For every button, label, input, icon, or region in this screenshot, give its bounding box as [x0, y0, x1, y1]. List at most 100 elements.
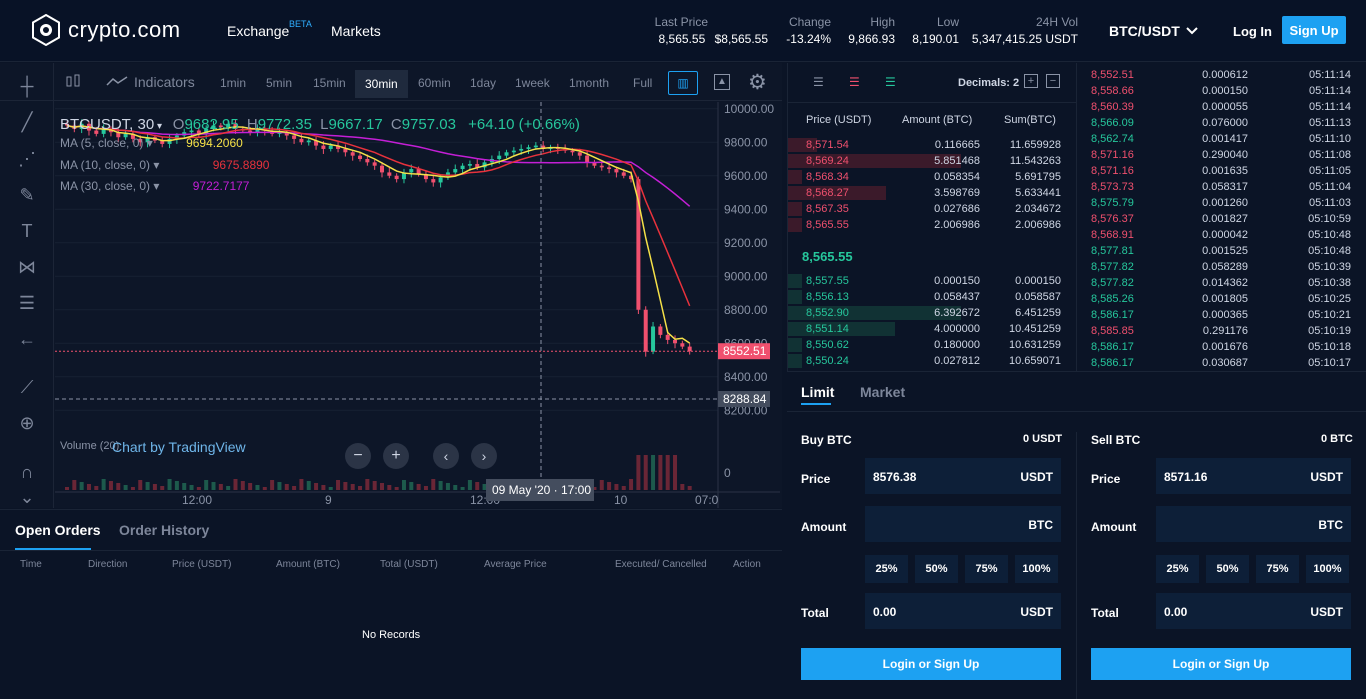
interval-30min[interactable]: 30min [355, 70, 408, 98]
trade-price: 8,573.73 [1091, 181, 1134, 193]
ask-row[interactable]: 8,565.55 2.006986 2.006986 [788, 217, 1076, 233]
bid-sum: 0.058587 [1015, 291, 1061, 303]
ma30-legend[interactable]: MA (30, close, 0) ▾ 9722.7177 [60, 179, 250, 193]
pitchfork-tool-icon[interactable]: ⋰ [18, 149, 36, 169]
sell-login-button[interactable]: Login or Sign Up [1091, 648, 1351, 680]
depth-bar [788, 138, 817, 152]
tab-limit[interactable]: Limit [801, 384, 835, 400]
bid-row[interactable]: 8,557.55 0.000150 0.000150 [788, 273, 1076, 289]
price-chart[interactable]: 10000.00 9800.00 9600.00 9400.00 9200.00 9000… [55, 102, 780, 508]
book-view-both-icon[interactable]: ☰ [813, 75, 824, 89]
magnet-tool-icon[interactable]: ∩ [20, 462, 34, 482]
bid-row[interactable]: 8,556.13 0.058437 0.058587 [788, 289, 1076, 305]
sell-price-input[interactable]: 8571.16 USDT [1156, 458, 1351, 494]
sell-pct-75-button[interactable]: 75% [1256, 555, 1299, 583]
candle-body [423, 174, 428, 180]
ask-price: 8,565.55 [806, 219, 849, 231]
volume-bar [145, 482, 150, 490]
tab-order-history[interactable]: Order History [119, 522, 210, 538]
tab-market[interactable]: Market [860, 384, 906, 400]
ask-row[interactable]: 8,568.34 0.058354 5.691795 [788, 169, 1076, 185]
trade-price: 8,568.91 [1091, 229, 1134, 241]
candle-body [577, 152, 582, 156]
col-executed: Executed/ Cancelled [615, 559, 707, 570]
pair-selector[interactable]: BTC/USDT [1109, 23, 1198, 39]
zoom-out-icon[interactable]: − [345, 443, 371, 469]
tradingview-watermark[interactable]: Chart by TradingView [112, 439, 246, 455]
candle-body [350, 152, 355, 156]
ma5-line [66, 124, 691, 344]
buy-pct-50-button[interactable]: 50% [915, 555, 958, 583]
sell-pct-50-button[interactable]: 50% [1206, 555, 1249, 583]
interval-1day[interactable]: 1day [470, 76, 497, 90]
bid-row[interactable]: 8,552.90 6.392672 6.451259 [788, 305, 1076, 321]
bid-row[interactable]: 8,550.62 0.180000 10.631259 [788, 337, 1076, 353]
ask-row[interactable]: 8,571.54 0.116665 11.659928 [788, 137, 1076, 153]
buy-total-input[interactable]: 0.00 USDT [865, 593, 1061, 629]
nav-exchange[interactable]: Exchange [227, 23, 290, 39]
zoom-in-icon[interactable]: + [383, 443, 409, 469]
buy-pct-75-button[interactable]: 75% [965, 555, 1008, 583]
interval-15min[interactable]: 15min [313, 76, 346, 90]
back-arrow-icon[interactable]: ← [18, 329, 36, 349]
chart-type-basic-icon[interactable]: ▲ [714, 74, 730, 90]
indicators-button[interactable]: Indicators [134, 74, 195, 90]
trade-price: 8,552.51 [1091, 69, 1134, 81]
fib-tool-icon[interactable]: ☰ [18, 293, 36, 313]
book-view-asks-icon[interactable]: ☰ [849, 75, 860, 89]
interval-1month[interactable]: 1month [569, 76, 610, 90]
ask-amount: 0.058354 [934, 171, 980, 183]
bid-sum: 10.631259 [1009, 339, 1061, 351]
volume-bar [138, 480, 143, 490]
brand-logo[interactable]: crypto.com [32, 14, 181, 46]
expand-tools-icon[interactable]: ⌄ [19, 487, 35, 507]
crosshair-tool-icon[interactable]: ┼ [20, 76, 34, 96]
decimals-minus-icon[interactable]: − [1046, 74, 1060, 88]
login-link[interactable]: Log In [1233, 24, 1272, 39]
zoom-tool-icon[interactable]: ⊕ [19, 413, 35, 433]
ma5-legend[interactable]: MA (5, close, 0) ▾ 9694.2060 [60, 136, 243, 150]
indicators-icon[interactable] [106, 75, 128, 89]
buy-price-input[interactable]: 8576.38 USDT [865, 458, 1061, 494]
candle-body [306, 140, 311, 143]
scroll-left-icon[interactable]: ‹ [433, 443, 459, 469]
trade-row: 8,568.91 0.000042 05:10:48 [1077, 228, 1366, 244]
buy-amount-input[interactable]: BTC [865, 506, 1061, 542]
chart-type-tv-icon[interactable]: ▥ [668, 71, 698, 95]
pattern-tool-icon[interactable]: ⋈ [18, 257, 36, 277]
candles-icon[interactable] [65, 73, 81, 91]
interval-1week[interactable]: 1week [515, 76, 550, 90]
brush-tool-icon[interactable]: ✎ [19, 185, 35, 205]
book-view-bids-icon[interactable]: ☰ [885, 75, 896, 89]
nav-markets[interactable]: Markets [331, 23, 381, 39]
sell-total-input[interactable]: 0.00 USDT [1156, 593, 1351, 629]
interval-60min[interactable]: 60min [418, 76, 451, 90]
tab-open-orders[interactable]: Open Orders [15, 522, 101, 538]
bid-row[interactable]: 8,550.24 0.027812 10.659071 [788, 353, 1076, 369]
text-tool-icon[interactable]: T [21, 221, 33, 241]
trade-price: 8,586.17 [1091, 309, 1134, 321]
ma10-legend[interactable]: MA (10, close, 0) ▾ 9675.8890 [60, 158, 270, 172]
buy-pct-25-button[interactable]: 25% [865, 555, 908, 583]
sell-amount-input[interactable]: BTC [1156, 506, 1351, 542]
volume-bar [467, 480, 472, 490]
trend-line-tool-icon[interactable]: ╱ [21, 112, 33, 132]
decimals-plus-icon[interactable]: + [1024, 74, 1038, 88]
signup-button[interactable]: Sign Up [1282, 16, 1346, 44]
sell-pct-25-button[interactable]: 25% [1156, 555, 1199, 583]
volume-bar [592, 487, 597, 490]
scroll-right-icon[interactable]: › [471, 443, 497, 469]
buy-login-button[interactable]: Login or Sign Up [801, 648, 1061, 680]
interval-5min[interactable]: 5min [266, 76, 293, 90]
bid-row[interactable]: 8,551.14 4.000000 10.451259 [788, 321, 1076, 337]
ruler-tool-icon[interactable]: ⟋ [20, 377, 34, 397]
depth-bar [788, 170, 803, 184]
interval-full[interactable]: Full [633, 76, 653, 90]
sell-pct-100-button[interactable]: 100% [1306, 555, 1349, 583]
settings-gear-icon[interactable]: ⚙ [748, 71, 767, 94]
interval-1min[interactable]: 1min [220, 76, 247, 90]
ask-row[interactable]: 8,567.35 0.027686 2.034672 [788, 201, 1076, 217]
buy-pct-100-button[interactable]: 100% [1015, 555, 1058, 583]
ask-row[interactable]: 8,568.27 3.598769 5.633441 [788, 185, 1076, 201]
ask-row[interactable]: 8,569.24 5.851468 11.543263 [788, 153, 1076, 169]
